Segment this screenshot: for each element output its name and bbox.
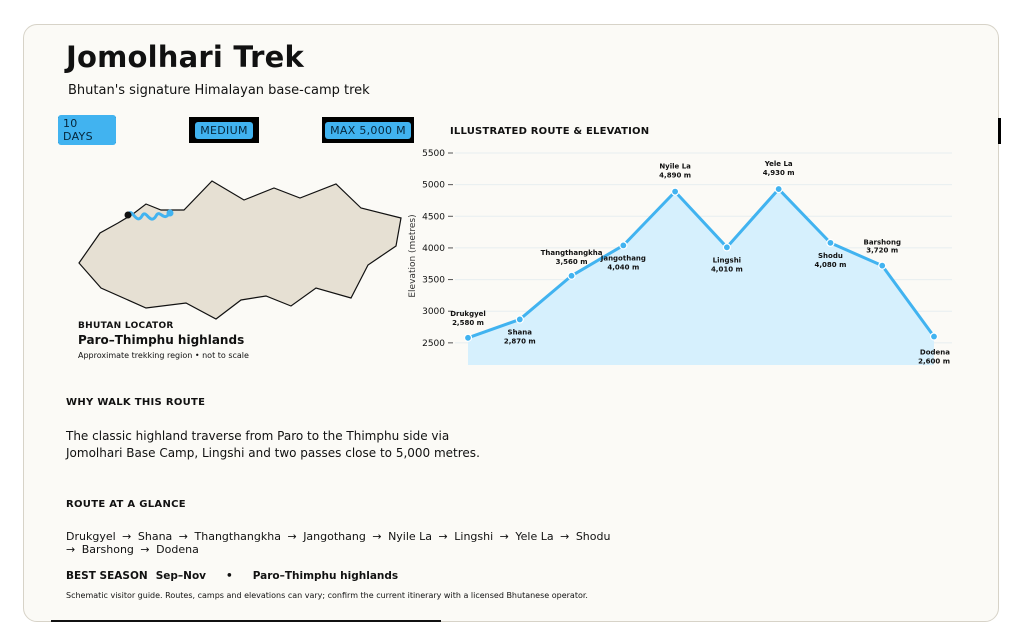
point-value-label: 4,080 m: [815, 261, 847, 269]
season-label: BEST SEASON: [66, 570, 148, 582]
trek-route-line: [126, 210, 172, 221]
elevation-point: [878, 261, 887, 270]
why-heading: WHY WALK THIS ROUTE: [66, 397, 206, 408]
chip-difficulty-label: MEDIUM: [195, 121, 253, 139]
season-region: Paro–Thimphu highlands: [252, 570, 399, 582]
point-value-label: 4,890 m: [659, 172, 691, 180]
route-arrow: →: [136, 543, 154, 556]
point-value-label: 2,580 m: [452, 319, 484, 327]
elevation-area: [468, 189, 934, 365]
point-value-label: 4,040 m: [607, 263, 639, 271]
elevation-point: [515, 315, 524, 324]
elevation-point: [826, 238, 835, 247]
chip-max-altitude-label: MAX 5,000 M: [325, 121, 411, 139]
why-text: The classic highland traverse from Paro …: [66, 429, 480, 460]
point-name-label: Shodu: [818, 252, 843, 260]
bhutan-locator-map: [78, 180, 402, 320]
point-value-label: 2,870 m: [504, 337, 536, 345]
route-stop: Barshong: [81, 543, 134, 556]
route-stop: Dodena: [156, 543, 199, 556]
point-name-label: Nyile La: [659, 163, 691, 171]
elevation-chart: 2500 3000 3500 4000 4500 5000 5500 Drukgyel2,5…: [408, 149, 952, 366]
point-name-label: Thangthangkha: [541, 249, 603, 257]
route-arrow: →: [283, 530, 301, 543]
route-stop: Thangthangkha: [194, 530, 281, 543]
season-separator: •: [226, 570, 233, 582]
elevation-point: [774, 184, 783, 194]
elevation-point: [463, 333, 473, 342]
elevation-point: [929, 332, 939, 341]
chip-duration: 10 DAYS: [58, 115, 116, 145]
y-axis-label: Elevation (metres): [408, 214, 418, 297]
y-tick-label: 4000: [422, 244, 445, 254]
trek-end-marker: [166, 209, 174, 217]
point-name-label: Dodena: [920, 349, 950, 357]
route-stop: Lingshi: [454, 530, 494, 543]
point-name-label: Shana: [508, 328, 533, 336]
route-stop: Jangothang: [303, 530, 366, 543]
route-stop: Shana: [137, 530, 173, 543]
point-name-label: Barshong: [863, 239, 900, 247]
elevation-line: [467, 187, 936, 340]
disclaimer: Schematic visitor guide. Routes, camps a…: [66, 591, 588, 600]
point-value-label: 4,930 m: [763, 169, 795, 177]
route-arrow: →: [368, 530, 386, 543]
point-name-label: Yele La: [764, 160, 793, 168]
point-value-label: 2,600 m: [918, 358, 950, 366]
point-value-label: 3,720 m: [866, 247, 898, 255]
route-arrow: →: [556, 530, 573, 543]
glance-heading: ROUTE AT A GLANCE: [66, 499, 186, 510]
point-value-label: 4,010 m: [711, 265, 743, 273]
locator-region: Paro–Thimphu highlands: [78, 333, 245, 347]
point-value-label: 3,560 m: [556, 258, 588, 266]
point-name-label: Drukgyel: [450, 310, 486, 318]
chip-max-altitude: MAX 5,000 M: [322, 117, 414, 143]
bhutan-outline: [78, 180, 402, 320]
page-title: Jomolhari Trek: [66, 40, 305, 74]
route-arrow: →: [118, 530, 135, 543]
y-tick-label: 5500: [422, 149, 445, 159]
y-tick-label: 3500: [422, 276, 445, 286]
route-stop: Shodu: [575, 530, 611, 543]
route-stops: Drukgyel → Shana → Thangthangkha → Jango…: [66, 530, 626, 556]
trek-start-marker: [124, 211, 132, 219]
y-tick-label: 4500: [422, 212, 445, 222]
point-name-label: Jangothang: [600, 254, 646, 262]
route-arrow: →: [435, 530, 452, 543]
season-value: Sep–Nov: [155, 570, 206, 582]
season-line: BEST SEASON Sep–Nov • Paro–Thimphu highl…: [66, 570, 398, 582]
elevation-point: [619, 241, 628, 250]
edge-marker: [998, 118, 1001, 144]
route-arrow: →: [175, 530, 192, 543]
chip-difficulty: MEDIUM: [189, 117, 259, 143]
elevation-point: [567, 271, 576, 280]
elevation-chart-title: ILLUSTRATED ROUTE & ELEVATION: [450, 126, 650, 137]
page-subtitle: Bhutan's signature Himalayan base-camp t…: [68, 83, 370, 98]
elevation-point: [722, 243, 731, 252]
route-stop: Drukgyel: [66, 530, 116, 543]
locator-label: BHUTAN LOCATOR: [78, 321, 174, 331]
route-stop: Yele La: [515, 530, 554, 543]
point-name-label: Lingshi: [713, 256, 741, 264]
y-tick-label: 5000: [422, 181, 445, 191]
route-arrow: →: [66, 543, 79, 556]
locator-note: Approximate trekking region • not to sca…: [78, 351, 249, 360]
chip-duration-label: 10 DAYS: [58, 115, 116, 145]
y-tick-label: 3000: [422, 307, 445, 317]
elevation-point: [671, 187, 680, 196]
bottom-rule: [51, 620, 441, 622]
y-tick-label: 2500: [422, 339, 445, 349]
route-arrow: →: [496, 530, 513, 543]
route-stop: Nyile La: [388, 530, 433, 543]
